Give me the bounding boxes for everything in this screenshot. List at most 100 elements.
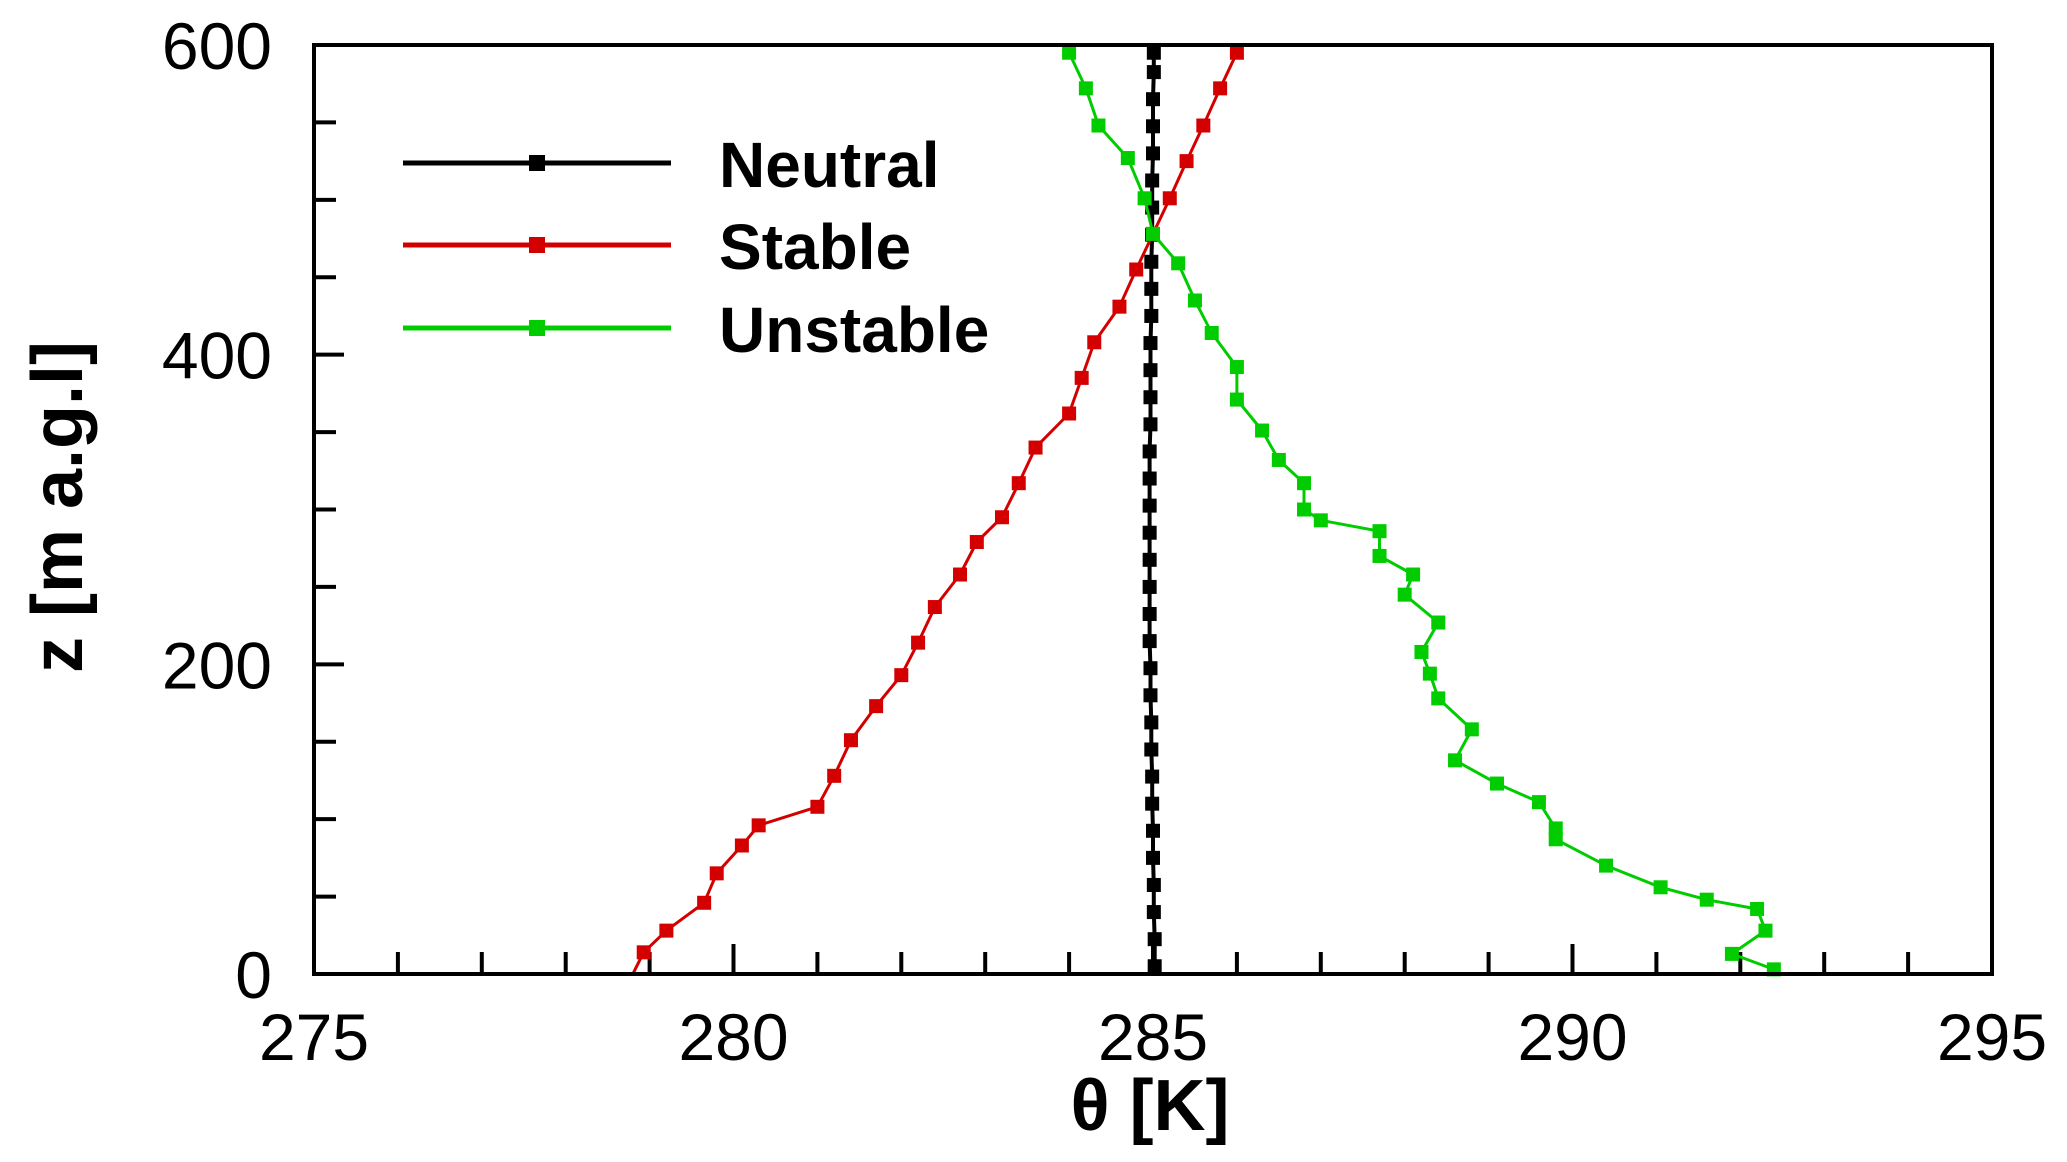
y-tick-label: 600	[162, 9, 272, 83]
data-point-neutral	[1143, 363, 1158, 378]
x-tick-label: 280	[678, 1000, 788, 1074]
data-point-stable	[1074, 370, 1089, 385]
data-point-neutral	[1146, 877, 1161, 892]
data-point-neutral	[1143, 688, 1158, 703]
data-point-unstable	[1464, 722, 1479, 737]
data-point-neutral	[1146, 146, 1160, 161]
y-tick-labels: 0 200 400 600	[162, 9, 272, 1012]
data-point-unstable	[1313, 513, 1328, 528]
data-point-unstable	[1229, 360, 1244, 375]
legend-marker	[529, 155, 545, 171]
data-point-stable	[1129, 262, 1144, 277]
data-point-stable	[1213, 81, 1228, 96]
data-point-stable	[636, 945, 651, 960]
data-point-neutral	[1146, 823, 1160, 838]
legend-item-neutral: Neutral	[403, 129, 940, 201]
data-point-neutral	[1144, 715, 1159, 730]
series-group	[631, 45, 1781, 977]
legend-label: Neutral	[719, 129, 940, 201]
data-point-stable	[1028, 440, 1043, 455]
data-point-unstable	[1091, 118, 1106, 133]
data-point-stable	[1011, 476, 1026, 491]
data-point-neutral	[1143, 336, 1158, 351]
data-point-stable	[1087, 335, 1102, 350]
data-point-unstable	[1431, 691, 1446, 706]
data-point-neutral	[1146, 45, 1161, 60]
data-point-unstable	[1448, 753, 1463, 768]
data-point-unstable	[1548, 832, 1563, 847]
series-unstable	[1062, 45, 1781, 977]
data-point-unstable	[1422, 666, 1437, 681]
data-point-unstable	[1187, 293, 1202, 308]
legend-marker	[529, 237, 545, 253]
y-tick-label: 200	[162, 628, 272, 702]
data-point-neutral	[1146, 65, 1161, 80]
series-neutral	[1142, 45, 1162, 974]
data-point-neutral	[1143, 661, 1158, 676]
plot-frame	[312, 43, 1994, 976]
data-point-neutral	[1147, 959, 1162, 974]
data-point-unstable	[1699, 892, 1714, 907]
data-point-stable	[1229, 45, 1244, 60]
data-point-neutral	[1142, 607, 1157, 622]
y-tick-label: 0	[235, 938, 272, 1012]
data-point-stable	[894, 668, 909, 683]
series-stable	[631, 45, 1244, 975]
y-tick-label: 400	[162, 319, 272, 393]
data-point-stable	[709, 866, 724, 881]
legend: Neutral Stable Unstable	[403, 129, 989, 366]
data-point-neutral	[1146, 92, 1160, 107]
data-point-neutral	[1142, 579, 1157, 594]
data-point-neutral	[1143, 417, 1158, 432]
data-point-unstable	[1271, 452, 1286, 467]
data-point-unstable	[1431, 615, 1446, 630]
data-point-unstable	[1137, 191, 1152, 206]
data-point-unstable	[1146, 226, 1160, 241]
x-tick-label: 285	[1098, 1000, 1208, 1074]
data-point-stable	[734, 838, 749, 853]
data-point-unstable	[1758, 923, 1773, 938]
data-point-unstable	[1120, 151, 1135, 166]
data-point-stable	[1162, 191, 1177, 206]
data-point-unstable	[1171, 256, 1186, 271]
data-point-neutral	[1146, 119, 1160, 134]
legend-marker	[529, 320, 545, 336]
data-point-stable	[843, 733, 858, 748]
x-tick-label: 290	[1517, 1000, 1627, 1074]
data-point-neutral	[1144, 308, 1159, 323]
data-point-neutral	[1143, 390, 1158, 405]
data-point-unstable	[1062, 45, 1077, 60]
x-tick-label: 295	[1937, 1000, 2047, 1074]
data-point-stable	[810, 799, 825, 814]
data-point-neutral	[1142, 525, 1157, 540]
data-point-stable	[911, 635, 926, 650]
data-point-neutral	[1142, 552, 1157, 567]
x-axis-title: θ [K]	[1071, 1066, 1230, 1146]
data-point-unstable	[1724, 946, 1739, 961]
data-point-neutral	[1142, 634, 1157, 649]
data-point-stable	[953, 567, 968, 582]
legend-item-stable: Stable	[403, 211, 911, 283]
data-point-neutral	[1142, 498, 1157, 513]
data-point-neutral	[1142, 471, 1157, 486]
legend-label: Unstable	[719, 294, 989, 366]
y-axis-title: z [m a.g.l]	[18, 341, 98, 673]
data-point-stable	[969, 535, 984, 550]
data-point-unstable	[1406, 567, 1421, 582]
data-point-unstable	[1078, 81, 1093, 96]
data-point-stable	[827, 768, 842, 783]
legend-label: Stable	[719, 211, 911, 283]
data-point-neutral	[1147, 932, 1162, 947]
data-point-neutral	[1144, 254, 1159, 269]
data-point-unstable	[1297, 502, 1312, 517]
data-point-neutral	[1145, 769, 1160, 784]
data-point-unstable	[1297, 476, 1312, 491]
data-point-stable	[994, 510, 1009, 525]
data-point-stable	[1179, 154, 1194, 169]
data-point-unstable	[1653, 880, 1668, 895]
data-point-neutral	[1146, 905, 1161, 920]
data-point-neutral	[1145, 173, 1160, 188]
data-point-unstable	[1531, 795, 1546, 810]
data-point-stable	[1196, 118, 1211, 133]
